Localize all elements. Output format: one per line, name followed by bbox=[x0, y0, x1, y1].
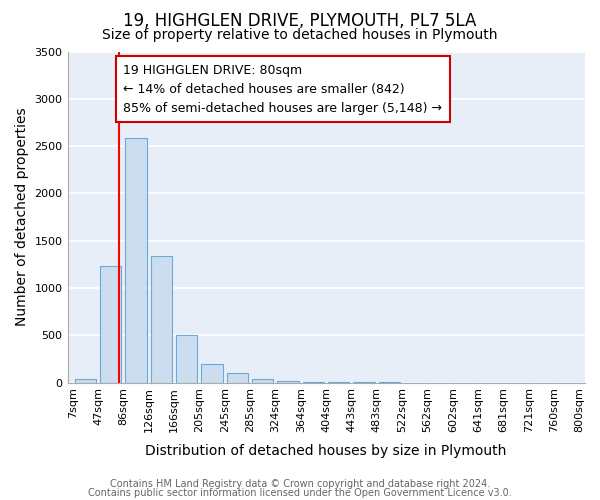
Bar bbox=[100, 266, 121, 382]
Bar bbox=[252, 378, 274, 382]
Bar bbox=[74, 378, 97, 382]
Bar bbox=[176, 335, 197, 382]
Text: Contains HM Land Registry data © Crown copyright and database right 2024.: Contains HM Land Registry data © Crown c… bbox=[110, 479, 490, 489]
Text: 19 HIGHGLEN DRIVE: 80sqm
← 14% of detached houses are smaller (842)
85% of semi-: 19 HIGHGLEN DRIVE: 80sqm ← 14% of detach… bbox=[123, 64, 442, 115]
Text: 19, HIGHGLEN DRIVE, PLYMOUTH, PL7 5LA: 19, HIGHGLEN DRIVE, PLYMOUTH, PL7 5LA bbox=[124, 12, 476, 30]
Bar bbox=[151, 256, 172, 382]
Bar bbox=[277, 381, 299, 382]
Bar bbox=[125, 138, 147, 382]
Bar bbox=[201, 364, 223, 382]
Text: Contains public sector information licensed under the Open Government Licence v3: Contains public sector information licen… bbox=[88, 488, 512, 498]
Bar bbox=[227, 372, 248, 382]
Text: Size of property relative to detached houses in Plymouth: Size of property relative to detached ho… bbox=[102, 28, 498, 42]
Y-axis label: Number of detached properties: Number of detached properties bbox=[15, 108, 29, 326]
X-axis label: Distribution of detached houses by size in Plymouth: Distribution of detached houses by size … bbox=[145, 444, 507, 458]
